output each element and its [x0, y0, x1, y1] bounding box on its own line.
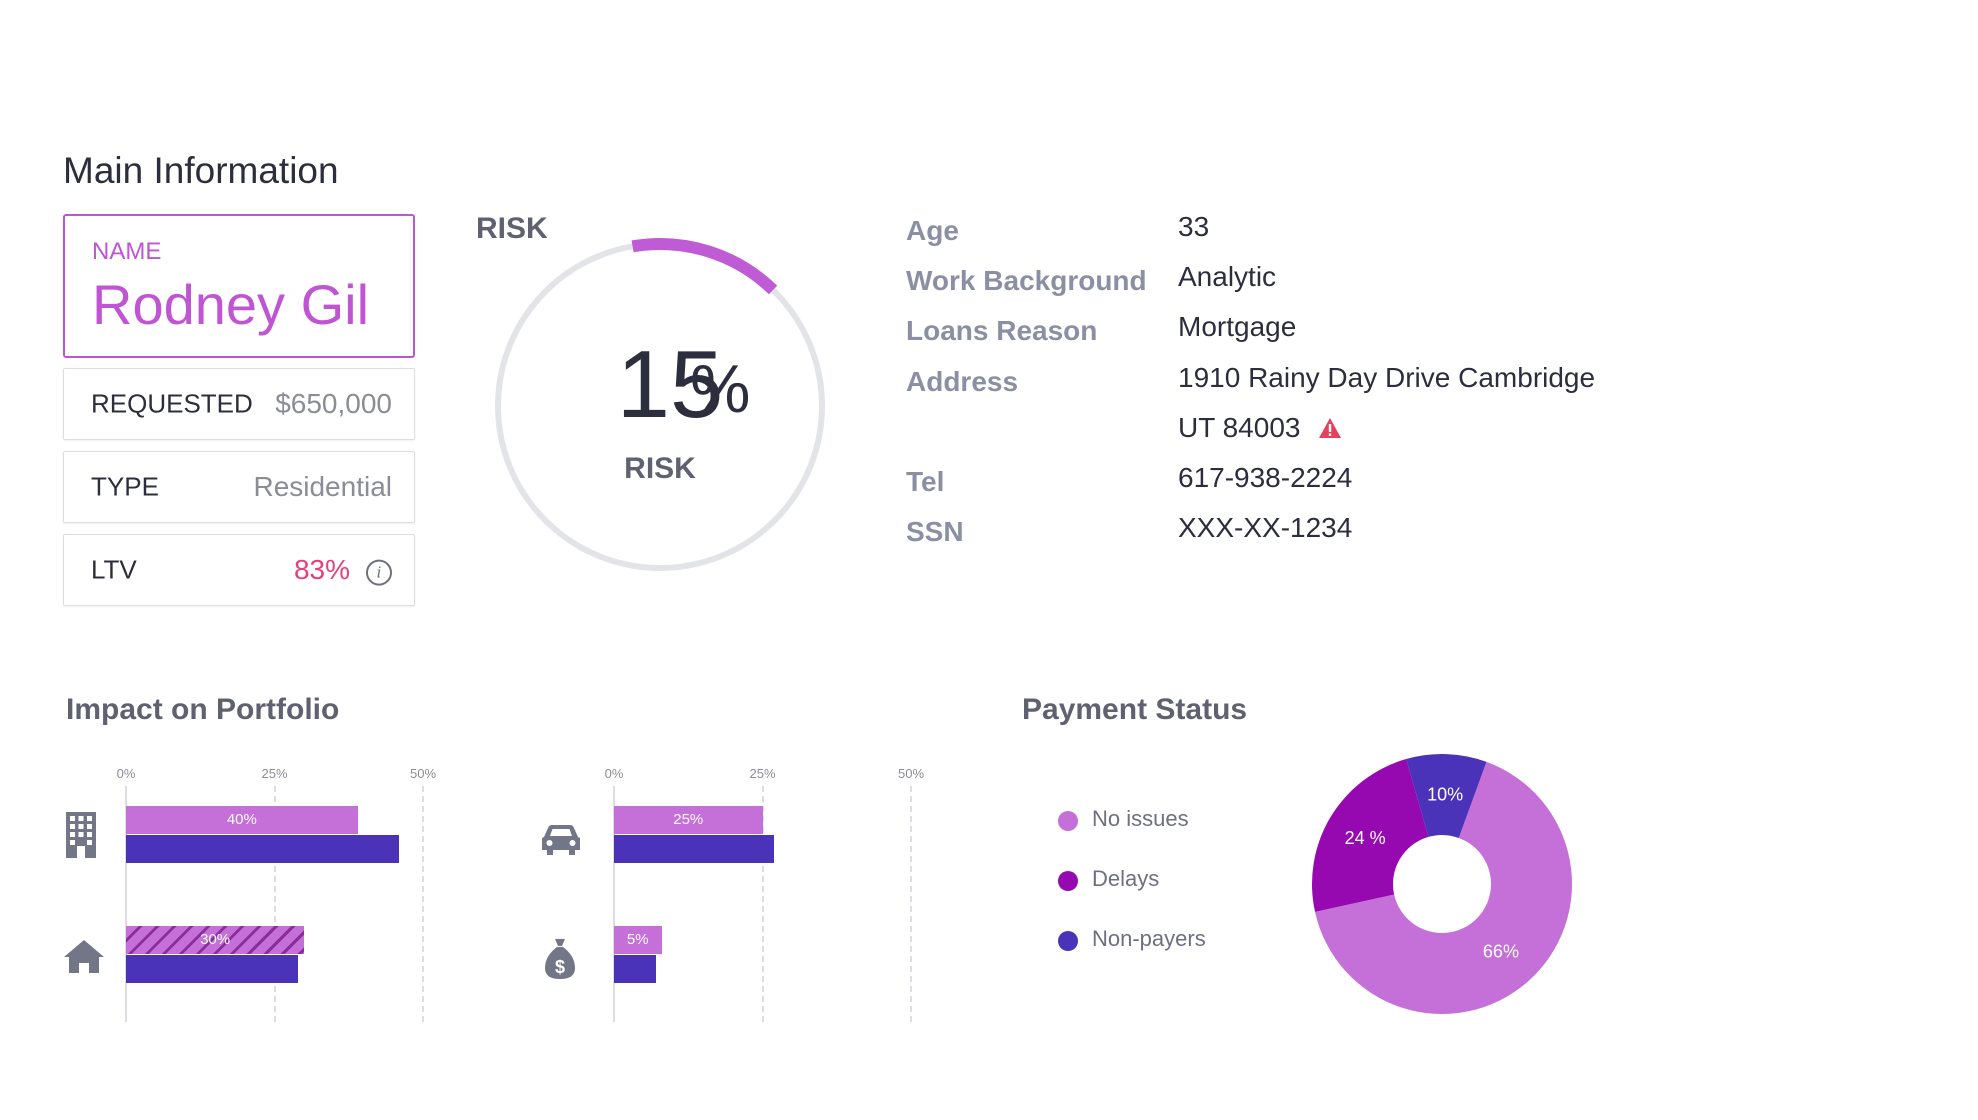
donut-slice-no-issues[interactable] — [1315, 761, 1572, 1014]
payment-donut-chart: 66% 24 % 10% — [1312, 754, 1572, 1014]
axis-tick-label: 25% — [261, 766, 288, 781]
bar-data-label: 40% — [226, 811, 257, 828]
donut-data-label: 66% — [1483, 941, 1519, 961]
bar-building-current[interactable]: 40% — [126, 806, 358, 834]
gridline — [422, 786, 424, 1022]
ltv-value: 83% — [293, 554, 350, 585]
detail-key-age: Age — [906, 215, 959, 246]
detail-key-address: Address — [906, 366, 1019, 397]
detail-value-work: Analytic — [1178, 261, 1277, 292]
detail-key-tel: Tel — [906, 466, 945, 497]
bar-car-current[interactable]: 25% — [614, 806, 763, 834]
legend-dot-non-payers — [1058, 931, 1078, 951]
type-card: TYPE Residential — [63, 451, 415, 523]
building-icon — [66, 812, 96, 858]
legend-label-non-payers: Non-payers — [1092, 926, 1206, 951]
axis-tick-label: 50% — [409, 766, 437, 781]
detail-value-address-line2: UT 84003 — [1178, 412, 1342, 444]
page-title: Main Information — [63, 150, 339, 191]
gauge-progress-arc — [631, 238, 778, 295]
bar-house-projected[interactable] — [126, 955, 299, 983]
portfolio-title: Impact on Portfolio — [66, 693, 340, 726]
legend-label-delays: Delays — [1092, 866, 1160, 891]
donut-slice-non-payers[interactable] — [1406, 754, 1487, 838]
name-value: Rodney Gil — [92, 273, 370, 336]
requested-label: REQUESTED — [91, 388, 253, 419]
name-label: NAME — [92, 238, 162, 265]
requested-value: $650,000 — [275, 388, 392, 419]
axis-tick-label: 25% — [749, 766, 776, 781]
donut-data-label: 10% — [1427, 785, 1463, 805]
detail-key-loans: Loans Reason — [906, 315, 1098, 346]
axis-tick-label: 50% — [897, 766, 925, 781]
detail-key-work: Work Background — [906, 265, 1147, 296]
bar-money-current[interactable]: 5% — [614, 926, 662, 954]
money-bag-icon: $ — [545, 939, 575, 979]
warning-icon[interactable] — [1318, 417, 1342, 439]
axis-line — [125, 786, 127, 1022]
requested-card: REQUESTED $650,000 — [63, 368, 415, 440]
bar-money-projected[interactable] — [614, 955, 656, 983]
detail-value-ssn: XXX-XX-1234 — [1178, 512, 1353, 543]
gridline — [910, 786, 912, 1022]
risk-label: RISK — [624, 452, 696, 485]
address-line2-text: UT 84003 — [1178, 412, 1301, 443]
detail-value-tel: 617-938-2224 — [1178, 462, 1353, 493]
bar-data-label: 30% — [200, 931, 231, 948]
axis-tick-label: 0% — [604, 766, 624, 781]
house-icon — [64, 940, 104, 973]
axis-line — [613, 786, 615, 1022]
detail-value-address: 1910 Rainy Day Drive Cambridge — [1178, 362, 1596, 393]
gridline — [761, 786, 764, 1022]
ltv-label: LTV — [91, 554, 137, 585]
bar-building-projected[interactable] — [126, 835, 400, 863]
bar-car-projected[interactable] — [614, 835, 775, 863]
bar-house-current[interactable]: 30% — [126, 926, 305, 954]
axis-tick-label: 0% — [116, 766, 136, 781]
name-card: NAME Rodney Gil — [63, 214, 415, 358]
bar-data-label: 5% — [626, 931, 649, 948]
risk-title: RISK — [476, 212, 548, 245]
donut-slice-delays[interactable] — [1312, 759, 1429, 912]
legend-dot-delays — [1058, 871, 1078, 891]
detail-key-ssn: SSN — [906, 516, 964, 547]
type-value: Residential — [253, 471, 392, 502]
gridline — [273, 786, 276, 1022]
bar-data-label: 25% — [673, 811, 704, 828]
ltv-card: LTV 83% i — [63, 534, 415, 606]
car-icon — [542, 825, 580, 855]
detail-value-loans: Mortgage — [1178, 311, 1297, 342]
risk-value: 15 — [616, 331, 724, 438]
svg-text:$: $ — [555, 957, 565, 977]
risk-gauge — [495, 238, 825, 571]
legend-dot-no-issues — [1058, 811, 1078, 831]
info-icon[interactable]: i — [366, 559, 392, 586]
risk-percent-sign: % — [690, 351, 751, 427]
donut-data-label: 24 % — [1345, 828, 1386, 848]
type-label: TYPE — [91, 471, 159, 502]
legend-label-no-issues: No issues — [1092, 806, 1189, 831]
detail-value-age: 33 — [1178, 211, 1210, 242]
payment-title: Payment Status — [1022, 693, 1248, 726]
